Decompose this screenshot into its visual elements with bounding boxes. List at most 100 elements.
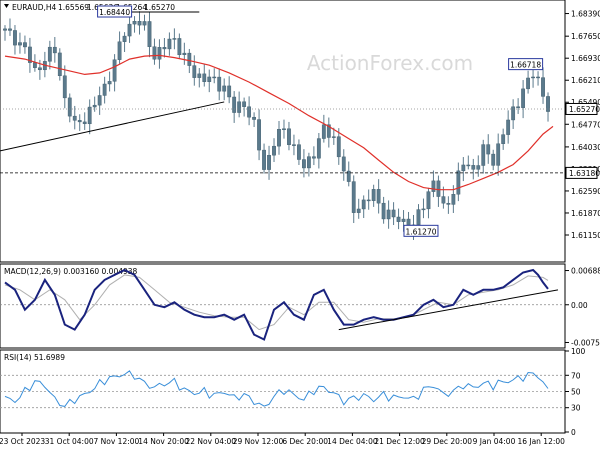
candle-body xyxy=(222,85,227,92)
price-tick-label: 1.64770 xyxy=(571,120,600,129)
x-tick-label: 14 Dec 04:00 xyxy=(327,437,378,446)
macd-tick-label: -0.007591 xyxy=(571,338,600,347)
macd-panel: MACD(12,26,9) 0.003160 0.004938 0.006886… xyxy=(0,263,600,349)
x-axis: 23 Oct 2023 31 Oct 04:00 7 Nov 12:00 14 Nov… xyxy=(0,433,565,446)
candle-body xyxy=(92,104,97,108)
candle-body xyxy=(13,30,17,46)
candle-body xyxy=(426,191,431,210)
candle-body xyxy=(242,101,247,107)
candle-body xyxy=(396,216,401,222)
candle-body xyxy=(187,52,192,66)
candle-body xyxy=(57,52,62,77)
support-level-label-box xyxy=(565,166,598,179)
candle-body xyxy=(366,199,371,202)
rsi-line xyxy=(4,370,549,407)
candle-body xyxy=(421,208,426,211)
candle-body xyxy=(247,106,252,118)
candle-body xyxy=(137,21,142,26)
candle-body xyxy=(331,136,336,138)
macd-tick-label: 0.00 xyxy=(571,301,588,310)
candle-body xyxy=(351,181,356,213)
candle-body xyxy=(311,156,316,159)
rsi-y-axis: 100 70 50 30 0 xyxy=(565,347,586,437)
rsi-panel: RSI(14) 51.6989 100 70 50 30 0 xyxy=(0,347,586,437)
price-annotation-box xyxy=(403,224,439,237)
candle-body xyxy=(87,106,92,125)
candle-body xyxy=(197,73,202,78)
rsi-tick-label: 100 xyxy=(571,347,586,356)
rsi-plot xyxy=(0,370,565,409)
candle-body xyxy=(516,106,521,108)
x-tick-label: 16 Jan 12:00 xyxy=(517,437,565,446)
candle-body xyxy=(536,76,540,79)
ohlc-open: 1.65569 xyxy=(58,3,89,12)
candle-body xyxy=(267,155,271,170)
candle-body xyxy=(52,46,57,54)
price-annotation-label: 1.66718 xyxy=(510,61,541,70)
candle-body xyxy=(217,76,222,92)
candle-body xyxy=(152,46,157,60)
x-tick-label: 23 Oct 2023 xyxy=(0,437,45,446)
candle-body xyxy=(316,138,321,159)
x-tick-label: 6 Dec 20:00 xyxy=(282,437,328,446)
price-tick-label: 1.67650 xyxy=(571,32,600,41)
candle-body xyxy=(212,76,217,79)
candle-body xyxy=(117,41,122,60)
x-tick-label: 7 Nov 12:00 xyxy=(94,437,140,446)
symbol-header: EURAUD,H4 xyxy=(12,3,57,12)
candle-body xyxy=(526,77,530,90)
current-price-label-box xyxy=(565,102,598,115)
x-tick-label: 29 Nov 12:00 xyxy=(233,437,284,446)
candle-body xyxy=(451,194,456,205)
x-tick-label: 9 Jan 04:00 xyxy=(473,437,516,446)
candle-body xyxy=(341,156,346,172)
candle-body xyxy=(481,144,486,166)
candle-body xyxy=(28,46,32,63)
macd-y-axis: 0.006886 0.00 -0.007591 xyxy=(565,267,600,347)
collapse-triangle-icon[interactable] xyxy=(4,4,9,8)
price-tick-label: 1.66930 xyxy=(571,54,600,63)
candle-body xyxy=(32,62,37,68)
candle-body xyxy=(441,196,446,204)
candle-body xyxy=(167,38,172,50)
candle-body xyxy=(436,180,441,197)
candle-body xyxy=(546,96,550,112)
candle-body xyxy=(326,124,331,138)
candle-body xyxy=(381,202,386,220)
candle-body xyxy=(371,189,376,201)
x-tick-label: 29 Dec 20:00 xyxy=(422,437,473,446)
candle-body xyxy=(47,46,52,62)
candle-body xyxy=(386,209,391,220)
candle-body xyxy=(252,116,256,120)
macd-tick-label: 0.006886 xyxy=(571,267,600,276)
price-annotation-label: 1.68440 xyxy=(99,8,130,17)
candle-body xyxy=(67,97,72,117)
macd-title: MACD(12,26,9) 0.003160 0.004938 xyxy=(4,267,138,276)
rsi-tick-label: 30 xyxy=(571,404,581,413)
candle-body xyxy=(361,199,366,210)
candle-body xyxy=(541,77,545,97)
candle-body xyxy=(202,73,207,82)
candle-body xyxy=(8,28,12,31)
candle-body xyxy=(282,128,286,130)
candle-body xyxy=(521,88,526,108)
price-annotation-label: 1.61270 xyxy=(405,227,436,236)
candle-body xyxy=(306,156,311,169)
candle-body xyxy=(157,47,162,60)
candle-body xyxy=(177,38,182,56)
candle-body xyxy=(336,136,341,158)
candle-body xyxy=(531,76,535,79)
candle-body xyxy=(37,67,42,71)
macd-line xyxy=(4,268,549,341)
candle-body xyxy=(506,119,511,135)
candle-body xyxy=(162,47,167,50)
candle-body xyxy=(346,170,351,182)
x-tick-label: 31 Oct 04:00 xyxy=(45,437,94,446)
price-annotation-box xyxy=(97,5,133,18)
price-tick-label: 1.61150 xyxy=(571,231,600,240)
candle-body xyxy=(23,42,27,48)
candle-body xyxy=(277,129,281,147)
price-tick-label: 1.61870 xyxy=(571,209,600,218)
candle-body xyxy=(272,145,276,156)
